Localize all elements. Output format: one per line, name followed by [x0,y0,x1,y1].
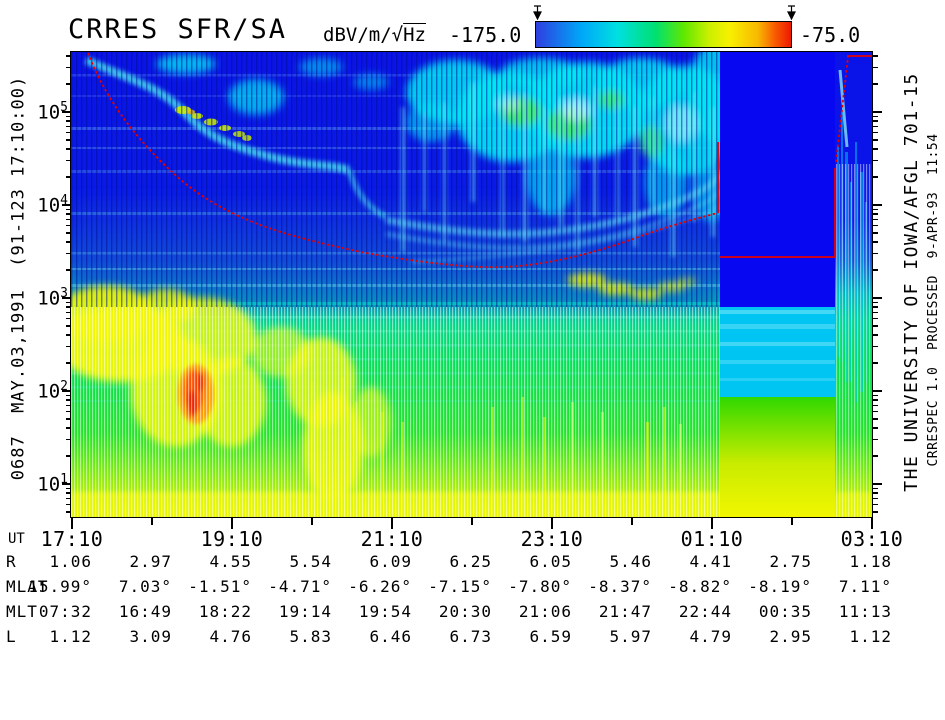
l-value: 6.73 [449,627,492,646]
row-label-mlat: MLAT [6,577,49,596]
l-value: 5.97 [609,627,652,646]
mlat-value: -8.82° [668,577,732,596]
mlt-value: 19:54 [358,602,412,621]
y-tick-label-1e5: 105 [37,100,68,124]
institution-label: THE UNIVERSITY OF IOWA/AFGL 701-15 [901,72,922,492]
x-tick-label-2: 21:10 [360,527,424,551]
mlat-value: -8.19° [748,577,812,596]
units-prefix: dBV/m/ [323,24,392,46]
mlt-value: 07:32 [38,602,92,621]
mlt-value: 22:44 [678,602,732,621]
r-value: 6.09 [369,552,412,571]
r-value: 4.41 [689,552,732,571]
mlat-value: -8.37° [588,577,652,596]
l-value: 4.79 [689,627,732,646]
l-value: 3.09 [129,627,172,646]
l-value: 6.59 [529,627,572,646]
mlat-value: -1.51° [188,577,252,596]
mlat-value: -4.71° [268,577,332,596]
mlt-value: 18:22 [198,602,252,621]
mlat-value: 15.99° [28,577,92,596]
processing-info-label: CRRESPEC 1.0 PROCESSED 9-APR-93 11:54 [926,133,941,467]
mlt-value: 16:49 [118,602,172,621]
l-value: 6.46 [369,627,412,646]
row-label-r: R [6,552,17,571]
mlat-value: -7.80° [508,577,572,596]
colorbar-marker-left-icon [533,5,542,21]
frequency-trace-line [87,52,872,269]
r-value: 6.05 [529,552,572,571]
r-value: 2.75 [769,552,812,571]
r-value: 1.18 [849,552,892,571]
r-value: 2.97 [129,552,172,571]
spectrogram-plot-area [70,51,873,518]
l-value: 5.83 [289,627,332,646]
mlt-value: 20:30 [438,602,492,621]
x-tick-label-4: 01:10 [680,527,744,551]
l-value: 4.76 [209,627,252,646]
colorbar [535,21,792,48]
mlt-value: 00:35 [758,602,812,621]
orbit-date-label: 0687 MAY.03,1991 (91-123 17:10:00) [8,75,29,481]
mlat-value: -6.26° [348,577,412,596]
x-tick-label-1: 19:10 [200,527,264,551]
y-tick-label-1e1: 101 [37,472,68,496]
units-hz: Hz [403,24,426,46]
y-tick-label-1e4: 104 [37,193,68,217]
sqrt-symbol: √ [391,24,404,46]
mlat-value: 7.11° [838,577,892,596]
mlat-value: 7.03° [118,577,172,596]
x-tick-label-0: 17:10 [40,527,104,551]
spectrogram-image [71,52,872,517]
row-label-mlt: MLT [6,602,38,621]
l-value: 2.95 [769,627,812,646]
post-gap-strip [835,52,872,517]
l-value: 1.12 [49,627,92,646]
colorbar-marker-right-icon [787,5,796,21]
l-value: 1.12 [849,627,892,646]
mlat-value: -7.15° [428,577,492,596]
mlt-value: 19:14 [278,602,332,621]
row-label-l: L [6,627,17,646]
x-tick-label-3: 23:10 [520,527,584,551]
mlt-value: 11:13 [838,602,892,621]
y-tick-label-1e3: 103 [37,286,68,310]
r-value: 5.46 [609,552,652,571]
x-tick-label-5: 03:10 [840,527,904,551]
r-value: 5.54 [289,552,332,571]
r-value: 1.06 [49,552,92,571]
r-value: 6.25 [449,552,492,571]
y-tick-label-1e2: 102 [37,379,68,403]
colorbar-min-label: -175.0 [449,23,522,47]
colorbar-units-label: dBV/m/√Hz [323,24,426,46]
mlt-value: 21:06 [518,602,572,621]
r-value: 4.55 [209,552,252,571]
colorbar-max-label: -75.0 [800,23,861,47]
data-gap-block [720,52,835,517]
page-title: CRRES SFR/SA [68,14,288,45]
mlt-value: 21:47 [598,602,652,621]
x-axis-label: UT [8,531,25,547]
